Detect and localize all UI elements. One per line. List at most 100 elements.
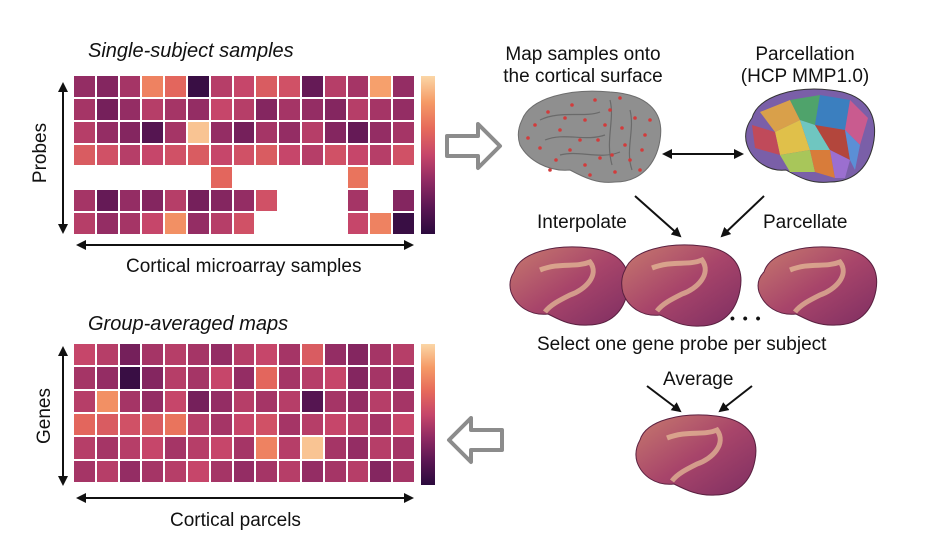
- sample-dot: [588, 173, 592, 177]
- sample-dot: [596, 138, 600, 142]
- heatmap-cell: [210, 213, 232, 234]
- heatmap-cell: [187, 367, 209, 389]
- top-x-axis-label: Cortical microarray samples: [126, 256, 362, 277]
- heatmap-cell: [256, 190, 278, 212]
- heatmap-cell: [165, 144, 186, 166]
- heatmap-cell: [256, 460, 278, 482]
- heatmap-cell: [74, 144, 95, 166]
- heatmap-cell: [210, 76, 232, 97]
- heatmap-cell: [256, 76, 278, 97]
- heatmap-cell: [393, 121, 414, 143]
- heatmap-cell: [347, 76, 369, 97]
- top-colorbar: [421, 76, 435, 234]
- heatmap-cell: [74, 213, 95, 234]
- sample-dot: [633, 116, 637, 120]
- heatmap-cell: [142, 390, 164, 412]
- heatmap-cell: [370, 437, 392, 459]
- heatmap-cell: [96, 414, 118, 436]
- heatmap-cell: [393, 344, 414, 366]
- heatmap-cell: [210, 144, 232, 166]
- sample-dot: [593, 98, 597, 102]
- heatmap-cell: [165, 76, 186, 97]
- heatmap-cell: [74, 76, 95, 97]
- heatmap-cell: [301, 437, 323, 459]
- heatmap-cell: [187, 144, 209, 166]
- heatmap-cell: [233, 437, 255, 459]
- heatmap-cell: [142, 213, 164, 234]
- sample-dot: [548, 168, 552, 172]
- sample-dot: [570, 103, 574, 107]
- heatmap-cell: [279, 460, 300, 482]
- heatmap-cell: [142, 167, 164, 189]
- heatmap-cell: [187, 414, 209, 436]
- heatmap-cell: [393, 437, 414, 459]
- heatmap-cell: [324, 437, 346, 459]
- heatmap-cell: [233, 414, 255, 436]
- heatmap-cell: [210, 367, 232, 389]
- heatmap-cell: [96, 437, 118, 459]
- heatmap-cell: [96, 390, 118, 412]
- average-label: Average: [663, 369, 734, 390]
- heatmap-cell: [210, 190, 232, 212]
- heatmap-cell: [187, 121, 209, 143]
- heatmap-cell: [233, 390, 255, 412]
- sample-dot: [643, 133, 647, 137]
- heatmap-cell: [119, 213, 141, 234]
- heatmap-cell: [370, 213, 392, 234]
- heatmap-cell: [347, 213, 369, 234]
- heatmap-cell: [233, 367, 255, 389]
- interpolate-label: Interpolate: [537, 212, 627, 233]
- arrow-average-left: [646, 385, 682, 413]
- heatmap-cell: [256, 213, 278, 234]
- heatmap-cell: [279, 414, 300, 436]
- heatmap-cell: [279, 190, 300, 212]
- sample-dot: [578, 138, 582, 142]
- heatmap-cell: [301, 367, 323, 389]
- parcellation-line2: (HCP MMP1.0): [740, 66, 870, 87]
- heatmap-cell: [324, 190, 346, 212]
- heatmap-cell: [279, 213, 300, 234]
- subject-brain-2: [621, 244, 742, 327]
- sample-dot: [546, 110, 550, 114]
- heatmap-cell: [187, 213, 209, 234]
- sample-dot: [563, 116, 567, 120]
- heatmap-cell: [233, 98, 255, 120]
- heatmap-cell: [301, 390, 323, 412]
- heatmap-cell: [96, 344, 118, 366]
- sample-dot: [598, 156, 602, 160]
- heatmap-cell: [324, 144, 346, 166]
- heatmap-cell: [370, 390, 392, 412]
- heatmap-cell: [301, 213, 323, 234]
- heatmap-cell: [165, 167, 186, 189]
- heatmap-cell: [324, 344, 346, 366]
- heatmap-cell: [210, 167, 232, 189]
- heatmap-cell: [119, 367, 141, 389]
- heatmap-cell: [393, 390, 414, 412]
- heatmap-cell: [233, 121, 255, 143]
- sample-dot: [628, 158, 632, 162]
- heatmap-cell: [142, 437, 164, 459]
- heatmap-cell: [393, 213, 414, 234]
- heatmap-cell: [347, 190, 369, 212]
- heatmap-cell: [324, 390, 346, 412]
- heatmap-cell: [347, 344, 369, 366]
- map-samples-line1: Map samples onto: [505, 44, 661, 65]
- heatmap-cell: [165, 213, 186, 234]
- heatmap-cell: [393, 190, 414, 212]
- heatmap-cell: [393, 167, 414, 189]
- heatmap-cell: [187, 76, 209, 97]
- heatmap-cell: [370, 460, 392, 482]
- heatmap-cell: [324, 76, 346, 97]
- heatmap-cell: [74, 414, 95, 436]
- heatmap-cell: [370, 190, 392, 212]
- heatmap-cell: [187, 98, 209, 120]
- heatmap-cell: [210, 98, 232, 120]
- heatmap-cell: [210, 414, 232, 436]
- heatmap-cell: [119, 437, 141, 459]
- sample-dot: [538, 146, 542, 150]
- subject-brain-3: [757, 246, 878, 326]
- heatmap-cell: [74, 460, 95, 482]
- heatmap-cell: [301, 144, 323, 166]
- heatmap-cell: [119, 390, 141, 412]
- heatmap-cell: [347, 167, 369, 189]
